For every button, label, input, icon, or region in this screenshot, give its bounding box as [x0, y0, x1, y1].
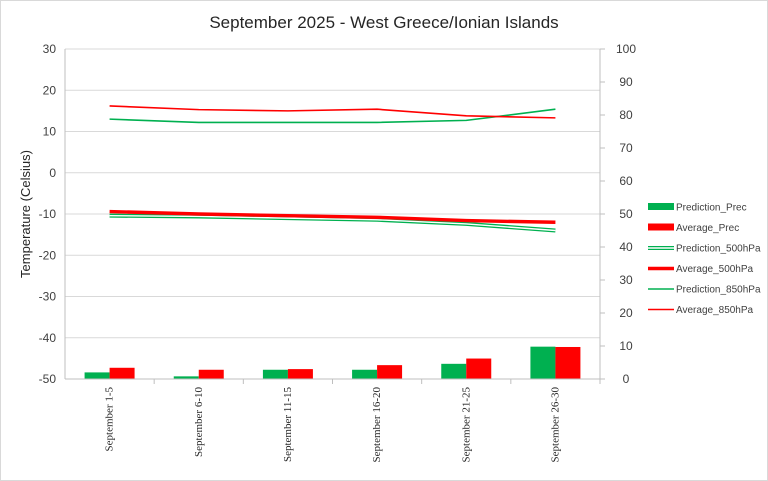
y2-tick-label: 60 — [619, 174, 633, 188]
bar-prediction-prec — [441, 363, 467, 379]
y2-tick-label: 40 — [619, 240, 633, 254]
y2-tick-label: 10 — [619, 339, 633, 353]
y-tick-label: -40 — [39, 331, 57, 345]
y-tick-label: 0 — [49, 166, 56, 180]
y-tick-label: -30 — [39, 290, 57, 304]
y2-tick-label: 70 — [619, 141, 633, 155]
line-average-500hpa — [109, 209, 556, 224]
bar-prediction-prec — [352, 369, 378, 379]
bar-average-prec — [287, 369, 313, 379]
y2-tick-label: 50 — [619, 207, 633, 221]
legend-label: Prediction_850hPa — [676, 285, 761, 296]
y-tick-label: 20 — [43, 83, 57, 97]
bar-prediction-prec — [84, 372, 110, 379]
y2-tick-label: 30 — [619, 273, 633, 287]
bar-prediction-prec — [530, 346, 556, 379]
bar-average-prec — [198, 369, 224, 379]
bar-prediction-prec — [262, 369, 288, 379]
y2-tick-label: 90 — [619, 75, 633, 89]
legend-key-prediction-prec — [648, 203, 674, 210]
x-category-label: September 26-30 — [549, 387, 561, 463]
bar-average-prec — [466, 358, 492, 379]
line-average-850hpa — [109, 105, 556, 119]
y2-tick-label: 100 — [616, 42, 636, 56]
bar-average-prec — [109, 367, 135, 379]
y2-tick-label: 0 — [623, 372, 630, 386]
y2-tick-label: 80 — [619, 108, 633, 122]
legend-key-average-prec — [648, 223, 674, 231]
series-lines — [109, 105, 556, 233]
legend-label: Average_850hPa — [676, 305, 754, 316]
y-tick-label: 10 — [43, 125, 57, 139]
chart-title: September 2025 - West Greece/Ionian Isla… — [209, 13, 558, 32]
left-axis-ticks: 30 20 10 0 -10 -20 -30 -40 -50 — [39, 42, 57, 386]
legend: Prediction_Prec Average_Prec Prediction_50… — [648, 203, 761, 316]
bar-average-prec — [377, 365, 403, 379]
bar-average-prec — [555, 346, 581, 379]
legend-label: Average_Prec — [676, 223, 739, 234]
bar-prediction-prec — [173, 376, 199, 379]
bars — [84, 346, 581, 379]
y-tick-label: 30 — [43, 42, 57, 56]
y2-tick-label: 20 — [619, 306, 633, 320]
legend-label: Prediction_500hPa — [676, 244, 761, 255]
legend-label: Prediction_Prec — [676, 203, 747, 214]
x-category-label: September 11-15 — [282, 387, 294, 463]
legend-label: Average_500hPa — [676, 264, 754, 275]
category-labels: September 1-5 September 6-10 September 11-… — [104, 379, 601, 463]
y-tick-label: -10 — [39, 207, 57, 221]
line-prediction-500hpa-inner — [109, 214, 556, 232]
y-tick-label: -20 — [39, 248, 57, 262]
y-axis-title: Temperature (Celsius) — [18, 150, 33, 278]
y-tick-label: -50 — [39, 372, 57, 386]
x-category-label: September 6-10 — [193, 387, 205, 457]
line-prediction-850hpa — [109, 108, 556, 124]
x-category-label: September 16-20 — [371, 387, 383, 463]
x-category-label: September 21-25 — [460, 387, 472, 463]
x-category-label: September 1-5 — [104, 387, 116, 452]
